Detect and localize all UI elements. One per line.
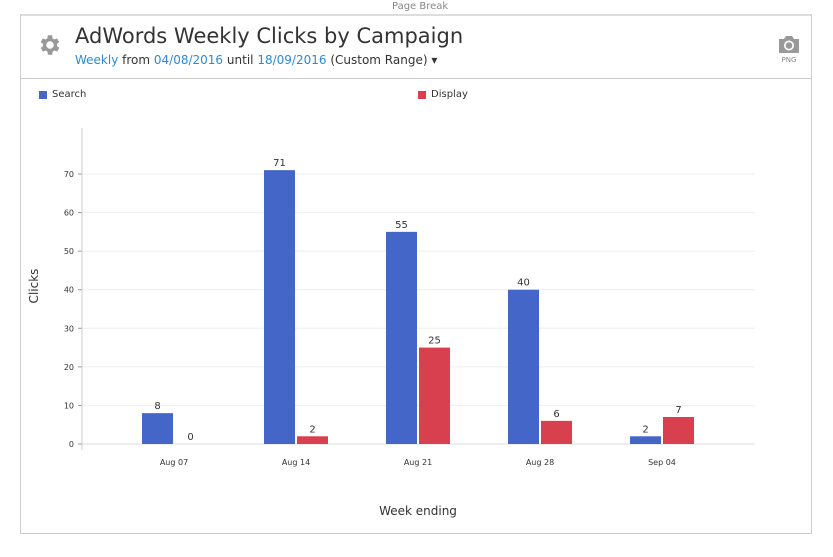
- period-link[interactable]: Weekly: [75, 53, 119, 67]
- y-tick-label: 20: [64, 363, 74, 372]
- legend-swatch: [39, 90, 47, 99]
- data-label: 40: [517, 278, 530, 289]
- y-axis-title: Clicks: [27, 269, 41, 304]
- caret-down-icon[interactable]: ▾: [431, 53, 438, 67]
- bar-search: [142, 413, 173, 444]
- bar-display: [663, 417, 694, 444]
- bar-search: [264, 170, 295, 444]
- data-label: 25: [428, 336, 441, 347]
- bar-search: [630, 436, 661, 444]
- export-png-button[interactable]: PNG: [777, 34, 801, 64]
- range-label: (Custom Range): [330, 53, 428, 67]
- x-tick-label: Sep 04: [648, 458, 676, 467]
- data-label: 55: [395, 220, 408, 231]
- page-break-label: Page Break: [392, 1, 449, 12]
- data-label: 6: [553, 409, 559, 420]
- chart-card: AdWords Weekly Clicks by Campaign Weekly…: [20, 14, 812, 534]
- data-label: 2: [642, 424, 648, 435]
- camera-icon: [779, 36, 799, 53]
- data-label: 2: [309, 424, 315, 435]
- legend-display[interactable]: Display: [418, 89, 468, 100]
- y-tick-label: 30: [64, 324, 74, 333]
- y-tick-label: 10: [64, 401, 74, 410]
- until-label: until: [226, 53, 254, 67]
- bar-display: [297, 436, 328, 444]
- y-tick-label: 70: [64, 170, 74, 179]
- y-tick-label: 60: [64, 209, 74, 218]
- chart-title: AdWords Weekly Clicks by Campaign: [75, 24, 464, 48]
- legend-swatch: [418, 90, 426, 99]
- from-label: from: [122, 53, 151, 67]
- legend-label: Display: [431, 89, 468, 100]
- x-tick-label: Aug 21: [404, 458, 432, 467]
- x-axis-title: Week ending: [379, 504, 457, 518]
- data-label: 7: [675, 405, 681, 416]
- export-label: PNG: [781, 56, 797, 64]
- bar-display: [541, 420, 572, 444]
- legend-search[interactable]: Search: [39, 89, 86, 100]
- x-tick-label: Aug 28: [526, 458, 554, 467]
- start-date-link[interactable]: 04/08/2016: [153, 53, 224, 67]
- bar-search: [508, 289, 539, 444]
- chart-header: AdWords Weekly Clicks by Campaign Weekly…: [21, 16, 811, 79]
- x-tick-label: Aug 07: [160, 458, 188, 467]
- y-tick-label: 50: [64, 247, 74, 256]
- data-label: 71: [273, 158, 286, 169]
- bar-display: [419, 347, 450, 444]
- bar-search: [386, 231, 417, 444]
- date-range-selector[interactable]: Weekly from 04/08/2016 until 18/09/2016 …: [75, 53, 437, 67]
- end-date-link[interactable]: 18/09/2016: [257, 53, 327, 67]
- y-tick-label: 0: [69, 440, 74, 449]
- y-tick-label: 40: [64, 286, 74, 295]
- gear-icon[interactable]: [37, 32, 63, 58]
- data-label: 8: [154, 401, 160, 412]
- legend-label: Search: [52, 89, 87, 100]
- x-tick-label: Aug 14: [282, 458, 310, 467]
- data-label: 0: [187, 432, 193, 443]
